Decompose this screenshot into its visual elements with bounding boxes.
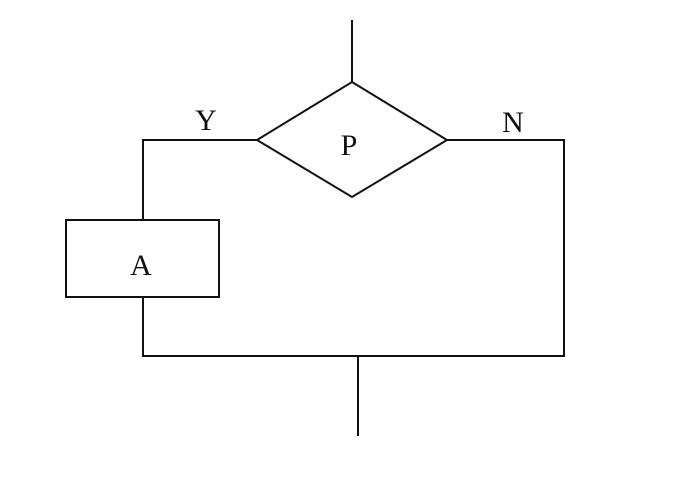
decision-diamond [255,80,449,199]
process-label: A [130,249,152,282]
no-label: N [502,106,524,139]
yes-label: Y [195,104,217,137]
decision-label: P [341,129,358,162]
yes-branch [142,139,257,220]
merge-line [142,139,565,357]
